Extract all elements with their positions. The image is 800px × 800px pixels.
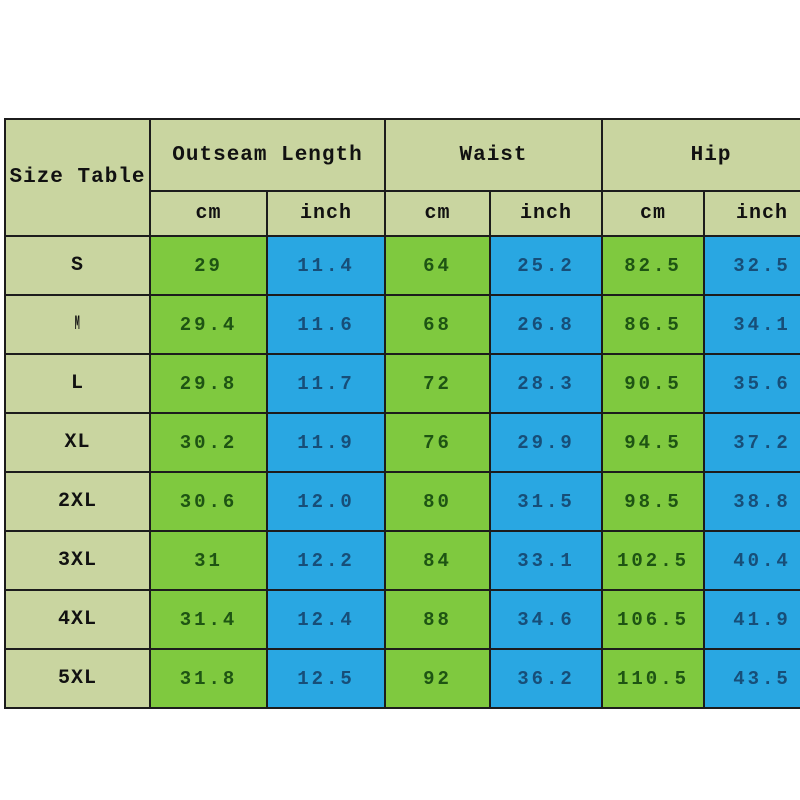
inch-value-cell: 11.9	[266, 412, 386, 473]
table-row: XL 30.2 11.9 76 29.9 94.5 37.2	[4, 412, 800, 473]
unit-header-cm: cm	[149, 190, 268, 237]
cm-value-cell: 31	[149, 530, 268, 591]
inch-value-cell: 41.9	[703, 589, 800, 650]
inch-value-cell: 25.2	[488, 235, 604, 296]
size-label: S	[4, 235, 151, 296]
table-row: M 29.4 11.6 68 26.8 86.5 34.1	[4, 294, 800, 355]
cm-value-cell: 30.6	[149, 471, 268, 532]
group-header-outseam-length: Outseam Length	[149, 118, 386, 192]
cm-value-cell: 31.4	[149, 589, 268, 650]
unit-header-inch: inch	[266, 190, 386, 237]
unit-header-cm: cm	[384, 190, 491, 237]
group-header-waist: Waist	[383, 118, 604, 192]
table-row: 4XL 31.4 12.4 88 34.6 106.5 41.9	[4, 589, 800, 650]
size-table: Size Table Outseam Length Waist Hip cm i…	[4, 118, 800, 709]
inch-value-cell: 29.9	[488, 412, 604, 473]
cm-value-cell: 88	[384, 589, 491, 650]
inch-value-cell: 40.4	[703, 530, 800, 591]
cm-value-cell: 92	[384, 648, 491, 709]
cm-value-cell: 102.5	[601, 530, 706, 591]
corner-header-size-table: Size Table	[4, 118, 151, 237]
cm-value-cell: 29	[149, 235, 268, 296]
cm-value-cell: 80	[384, 471, 491, 532]
group-header-hip: Hip	[601, 118, 800, 192]
header-group-row: Size Table Outseam Length Waist Hip	[4, 118, 800, 237]
inch-value-cell: 31.5	[488, 471, 604, 532]
cm-value-cell: 68	[384, 294, 491, 355]
cm-value-cell: 72	[384, 353, 491, 414]
size-label: XL	[4, 412, 151, 473]
table-row: 3XL 31 12.2 84 33.1 102.5 40.4	[4, 530, 800, 591]
inch-value-cell: 28.3	[488, 353, 604, 414]
size-label: M	[4, 294, 151, 355]
inch-value-cell: 11.7	[266, 353, 386, 414]
inch-value-cell: 32.5	[703, 235, 800, 296]
size-label: 4XL	[4, 589, 151, 650]
size-label: 3XL	[4, 530, 151, 591]
inch-value-cell: 26.8	[488, 294, 604, 355]
cm-value-cell: 110.5	[601, 648, 706, 709]
size-label: L	[4, 353, 151, 414]
inch-value-cell: 12.2	[266, 530, 386, 591]
inch-value-cell: 36.2	[488, 648, 604, 709]
inch-value-cell: 38.8	[703, 471, 800, 532]
inch-value-cell: 12.4	[266, 589, 386, 650]
cm-value-cell: 106.5	[601, 589, 706, 650]
table-row: S 29 11.4 64 25.2 82.5 32.5	[4, 235, 800, 296]
unit-header-inch: inch	[703, 190, 800, 237]
cm-value-cell: 29.4	[149, 294, 268, 355]
size-label-text: M	[74, 313, 81, 336]
inch-value-cell: 33.1	[488, 530, 604, 591]
cm-value-cell: 90.5	[601, 353, 706, 414]
inch-value-cell: 12.0	[266, 471, 386, 532]
cm-value-cell: 29.8	[149, 353, 268, 414]
unit-header-cm: cm	[601, 190, 706, 237]
cm-value-cell: 30.2	[149, 412, 268, 473]
table-row: L 29.8 11.7 72 28.3 90.5 35.6	[4, 353, 800, 414]
size-label: 5XL	[4, 648, 151, 709]
cm-value-cell: 76	[384, 412, 491, 473]
cm-value-cell: 94.5	[601, 412, 706, 473]
cm-value-cell: 86.5	[601, 294, 706, 355]
cm-value-cell: 98.5	[601, 471, 706, 532]
size-label: 2XL	[4, 471, 151, 532]
header-unit-row: cm inch cm inch cm inch	[5, 190, 800, 237]
table-row: 5XL 31.8 12.5 92 36.2 110.5 43.5	[4, 648, 800, 709]
cm-value-cell: 84	[384, 530, 491, 591]
inch-value-cell: 34.6	[488, 589, 604, 650]
cm-value-cell: 31.8	[149, 648, 268, 709]
table-row: 2XL 30.6 12.0 80 31.5 98.5 38.8	[4, 471, 800, 532]
inch-value-cell: 12.5	[266, 648, 386, 709]
unit-header-inch: inch	[488, 190, 604, 237]
inch-value-cell: 11.6	[266, 294, 386, 355]
cm-value-cell: 82.5	[601, 235, 706, 296]
inch-value-cell: 34.1	[703, 294, 800, 355]
inch-value-cell: 11.4	[266, 235, 386, 296]
inch-value-cell: 37.2	[703, 412, 800, 473]
cm-value-cell: 64	[384, 235, 491, 296]
inch-value-cell: 35.6	[703, 353, 800, 414]
inch-value-cell: 43.5	[703, 648, 800, 709]
